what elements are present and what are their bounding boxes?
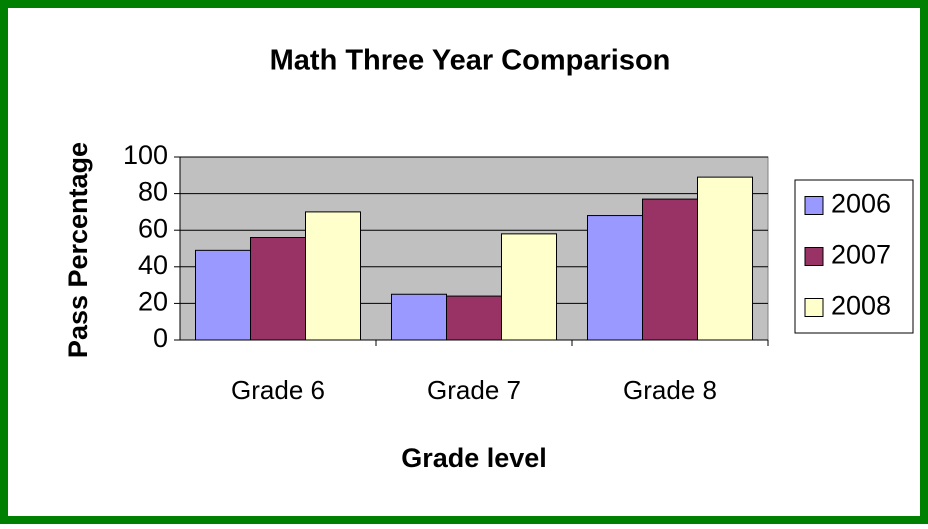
legend-label: 2007 bbox=[831, 240, 891, 270]
legend-swatch bbox=[804, 247, 824, 266]
bar bbox=[305, 211, 361, 341]
bar bbox=[642, 198, 698, 341]
y-tick-label: 20 bbox=[138, 287, 168, 317]
x-tick-label: Grade 6 bbox=[231, 375, 325, 405]
y-tick-label: 100 bbox=[123, 140, 168, 170]
y-tick-label: 0 bbox=[153, 323, 168, 353]
legend-swatch bbox=[804, 298, 824, 317]
legend-swatch bbox=[804, 196, 824, 215]
y-tick-label: 40 bbox=[138, 250, 168, 280]
chart-title: Math Three Year Comparison bbox=[270, 45, 671, 77]
bar bbox=[250, 237, 306, 341]
legend-label: 2006 bbox=[831, 189, 891, 219]
y-tick-label: 80 bbox=[138, 177, 168, 207]
x-tick-label: Grade 8 bbox=[623, 375, 717, 405]
y-tick-label: 60 bbox=[138, 213, 168, 243]
y-axis-label: Pass Percentage bbox=[63, 142, 93, 358]
bar bbox=[446, 295, 502, 341]
bar bbox=[697, 176, 753, 341]
bar bbox=[195, 249, 251, 341]
x-tick-label: Grade 7 bbox=[427, 375, 521, 405]
bar bbox=[587, 215, 643, 341]
bar bbox=[391, 293, 447, 341]
x-axis-label: Grade level bbox=[401, 443, 547, 473]
legend-label: 2008 bbox=[831, 291, 891, 321]
bar bbox=[501, 233, 557, 341]
